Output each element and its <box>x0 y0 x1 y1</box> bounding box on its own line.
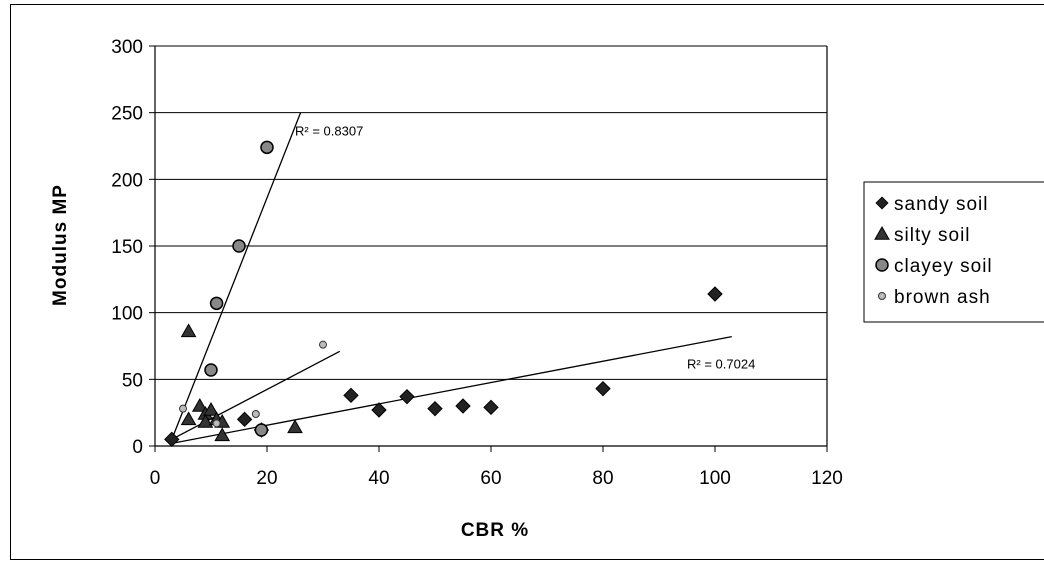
axes: 0 50 100 150 200 250 300 0 20 40 60 80 100 120 <box>111 37 843 489</box>
trendline <box>171 350 341 440</box>
y-tick-label: 250 <box>111 104 143 125</box>
x-tick-label: 40 <box>368 468 389 489</box>
silty-soil-point <box>287 419 303 434</box>
silty-soil-point <box>214 427 231 442</box>
sandy-soil-point <box>707 286 723 302</box>
sandy-soil-point <box>371 402 387 418</box>
legend-label-brown-ash: brown ash <box>894 287 991 308</box>
y-tick-label: 300 <box>111 37 143 58</box>
sandy-soil-point <box>164 431 180 448</box>
data-points <box>164 140 723 448</box>
clayey-soil-point <box>232 239 246 253</box>
legend-marker-silty-soil <box>874 225 890 240</box>
silty-soil-point <box>180 411 197 426</box>
labels: CBR % Modulus MP R² = 0.8307 R² = 0.7024 <box>50 123 755 541</box>
clayey-soil-point <box>254 423 269 437</box>
silty-soil-point <box>191 397 208 412</box>
brown-ash-point <box>319 340 327 349</box>
x-tick-label: 120 <box>811 468 843 489</box>
x-tick-label: 20 <box>256 468 277 489</box>
legend-label-clayey-soil: clayey soil <box>894 256 993 277</box>
sandy-soil-point <box>595 380 611 397</box>
legend-label-silty-soil: silty soil <box>894 225 971 246</box>
y-tick-label: 200 <box>111 170 143 191</box>
clayey-soil-point <box>209 296 224 311</box>
y-axis-title: Modulus MP <box>50 184 71 306</box>
x-tick-label: 60 <box>480 468 501 489</box>
sandy-soil-point <box>427 400 443 417</box>
sandy-soil-point <box>343 387 359 404</box>
silty-soil-point <box>203 401 219 416</box>
y-tick-label: 50 <box>122 370 143 391</box>
legend-marker-sandy-soil <box>875 196 889 210</box>
chart-frame <box>10 4 1044 560</box>
brown-ash-point <box>251 410 260 418</box>
silty-soil-point <box>180 323 197 338</box>
brown-ash-point <box>179 404 187 413</box>
clayey-soil-point <box>204 363 218 377</box>
x-tick-label: 80 <box>592 468 613 489</box>
sandy-soil-point <box>483 399 499 416</box>
gridlines <box>155 45 827 380</box>
legend: sandy soil silty soil clayey soil brown ash <box>863 181 1044 323</box>
trendline <box>171 112 302 440</box>
legend-box <box>863 181 1044 323</box>
legend-marker-clayey-soil <box>875 258 889 272</box>
y-tick-label: 0 <box>132 437 143 458</box>
r-squared-label: R² = 0.7024 <box>687 357 755 372</box>
sandy-soil-point <box>236 411 253 428</box>
legend-label-sandy-soil: sandy soil <box>894 194 989 215</box>
trendlines <box>171 112 732 444</box>
r-squared-label: R² = 0.8307 <box>295 123 363 138</box>
clayey-soil-point <box>260 140 274 155</box>
x-tick-label: 0 <box>150 468 161 489</box>
x-axis-title: CBR % <box>461 520 529 541</box>
legend-marker-brown-ash <box>878 292 886 300</box>
brown-ash-point <box>212 419 221 428</box>
y-tick-label: 150 <box>111 237 143 258</box>
sandy-soil-point <box>399 388 415 405</box>
silty-soil-point <box>197 413 214 428</box>
x-tick-label: 100 <box>699 468 731 489</box>
y-tick-label: 100 <box>111 304 143 325</box>
sandy-soil-point <box>455 398 471 414</box>
